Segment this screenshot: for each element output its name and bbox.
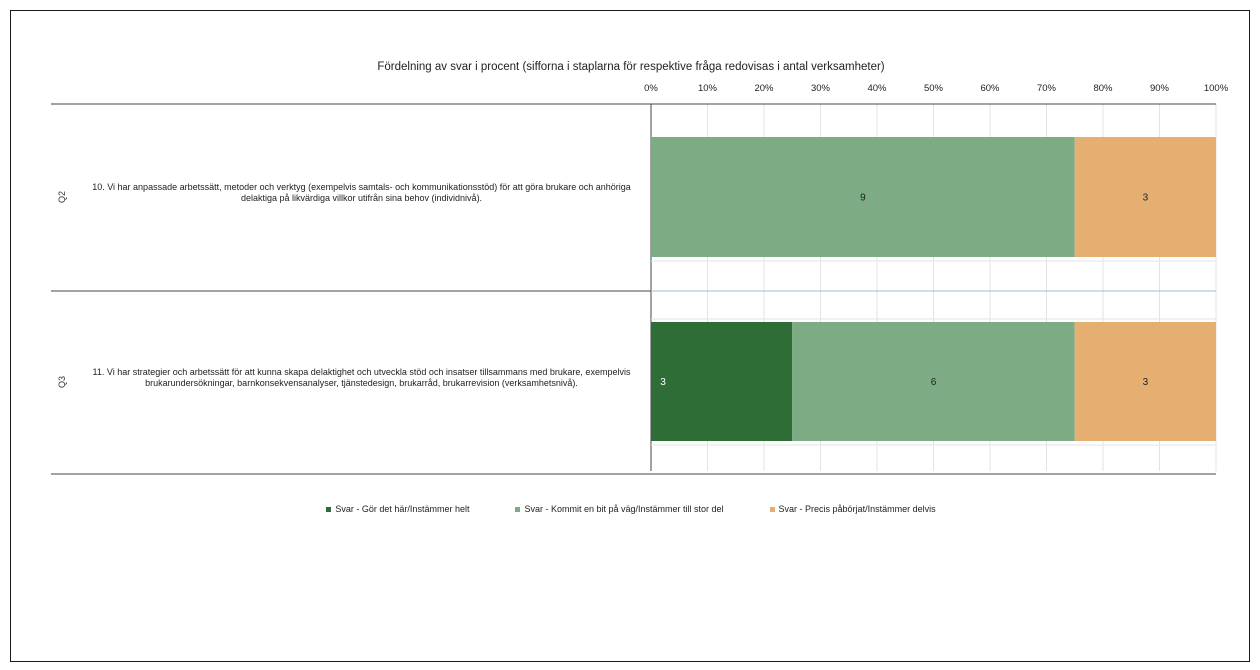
- bar-segment: [651, 322, 793, 441]
- legend-swatch: [326, 506, 332, 512]
- x-tick-label: 70%: [1037, 83, 1057, 94]
- legend-item: Svar - Precis påbörjat/Instämmer delvis: [769, 504, 936, 514]
- chart-legend: Svar - Gör det här/Instämmer helt Svar - …: [11, 504, 1251, 514]
- x-tick-label: 0%: [644, 83, 658, 94]
- legend-label: Svar - Kommit en bit på väg/Instämmer ti…: [524, 504, 724, 514]
- x-tick-label: 20%: [754, 83, 774, 94]
- bar-data-label: 6: [931, 377, 937, 388]
- bar-data-label: 9: [860, 193, 866, 204]
- category-label: 10. Vi har anpassade arbetssätt, metoder…: [92, 181, 631, 203]
- x-tick-label: 30%: [811, 83, 831, 94]
- x-tick-label: 50%: [924, 83, 944, 94]
- legend-swatch: [769, 506, 775, 512]
- category-label: 11. Vi har strategier och arbetssätt för…: [92, 366, 631, 388]
- chart-title: Fördelning av svar i procent (sifforna i…: [377, 61, 885, 73]
- chart-frame: Fördelning av svar i procent (sifforna i…: [10, 10, 1250, 662]
- x-tick-label: 100%: [1204, 83, 1229, 94]
- category-id-label: Q3: [57, 375, 67, 388]
- x-tick-label: 60%: [980, 83, 1000, 94]
- bar-segment: [651, 137, 1075, 257]
- bar-segment: [1074, 322, 1216, 441]
- bar-data-label: 3: [660, 377, 666, 388]
- bar-segment: [1074, 137, 1216, 257]
- x-tick-label: 90%: [1150, 83, 1170, 94]
- x-tick-label: 40%: [867, 83, 887, 94]
- bar-segment: [792, 322, 1075, 441]
- bar-data-label: 3: [1143, 377, 1149, 388]
- legend-swatch: [515, 506, 521, 512]
- stacked-bar-chart: 0% 10% 20% 30% 40% 50% 60% 70% 80% 90% 100% 9 3 3 6 3: [51, 83, 1229, 475]
- legend-label: Svar - Gör det här/Instämmer helt: [335, 504, 470, 514]
- legend-item: Svar - Gör det här/Instämmer helt: [326, 504, 469, 514]
- category-id-label: Q2: [57, 190, 67, 203]
- legend-item: Svar - Kommit en bit på väg/Instämmer ti…: [515, 504, 724, 514]
- x-tick-label: 80%: [1093, 83, 1113, 94]
- bar-data-label: 3: [1143, 193, 1149, 204]
- x-tick-label: 10%: [698, 83, 718, 94]
- legend-label: Svar - Precis påbörjat/Instämmer delvis: [778, 504, 936, 514]
